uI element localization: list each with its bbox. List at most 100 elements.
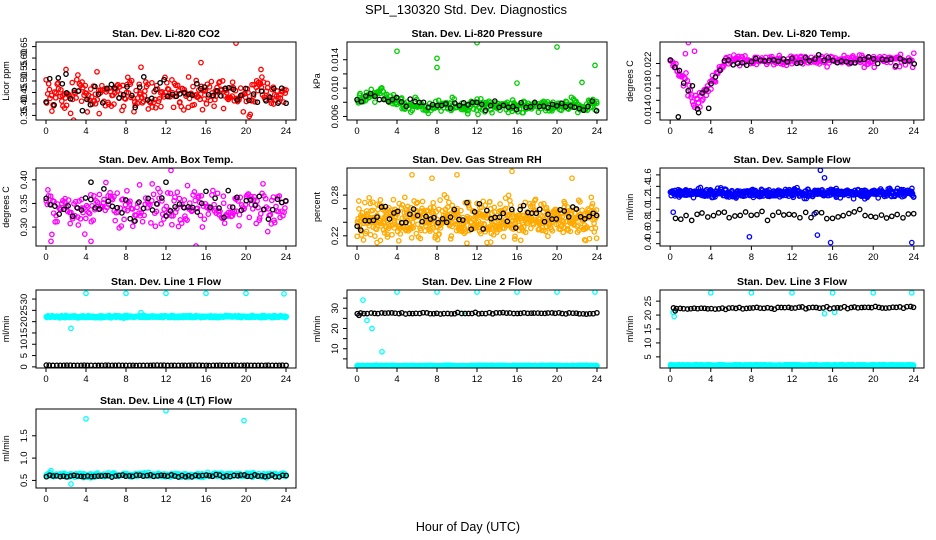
data-point — [211, 103, 217, 110]
data-point — [573, 206, 580, 212]
data-point — [689, 98, 696, 105]
data-point — [475, 310, 482, 317]
data-point — [144, 362, 150, 368]
data-point — [197, 212, 204, 219]
data-point — [890, 304, 896, 311]
data-point — [439, 215, 446, 222]
data-point — [567, 228, 574, 235]
data-point — [514, 310, 521, 317]
data-point — [397, 225, 404, 231]
data-point — [373, 226, 380, 233]
data-point — [496, 214, 503, 221]
data-point — [840, 212, 847, 219]
x-tick-label: 16 — [201, 374, 212, 385]
data-point — [398, 99, 405, 105]
data-point — [536, 206, 543, 213]
outlier-point — [83, 290, 89, 297]
data-point — [67, 220, 74, 227]
data-point — [465, 102, 471, 108]
data-point — [185, 91, 192, 98]
data-point — [894, 211, 901, 218]
outlier-point — [672, 308, 679, 314]
data-point — [687, 305, 694, 312]
data-point — [571, 104, 578, 111]
data-point — [505, 192, 512, 199]
data-point — [118, 223, 125, 229]
data-point — [43, 195, 50, 202]
data-point — [133, 87, 139, 94]
data-point — [128, 92, 135, 99]
data-point — [82, 215, 89, 222]
x-tick-label: 0 — [668, 374, 673, 385]
data-point — [410, 206, 417, 212]
data-point — [269, 206, 276, 213]
outlier-point — [243, 290, 249, 297]
x-tick-label: 8 — [749, 126, 754, 137]
data-point — [390, 196, 397, 203]
data-point — [111, 101, 117, 107]
data-point — [775, 209, 782, 216]
data-point — [234, 194, 240, 201]
data-point — [194, 80, 200, 87]
outlier-point — [434, 290, 440, 295]
x-tick-label: 8 — [749, 374, 754, 385]
data-point — [585, 103, 591, 110]
data-point — [169, 221, 175, 228]
data-point — [141, 212, 147, 219]
data-points — [43, 168, 289, 246]
data-point — [775, 304, 781, 311]
data-point — [282, 90, 289, 96]
outlier-point — [48, 238, 54, 245]
data-point — [721, 209, 728, 216]
y-tick-label: 0.8 — [643, 214, 654, 227]
data-point — [282, 205, 288, 211]
data-point — [140, 74, 147, 80]
data-point — [497, 201, 503, 207]
data-point — [107, 189, 113, 196]
data-point — [374, 201, 381, 208]
data-point — [388, 310, 395, 316]
data-point — [752, 55, 759, 62]
data-point — [480, 226, 487, 232]
data-point — [815, 51, 822, 58]
data-point — [769, 212, 776, 219]
data-point — [427, 228, 433, 234]
data-point — [577, 199, 583, 205]
data-point — [124, 84, 130, 90]
data-point — [476, 200, 483, 207]
data-point — [248, 362, 254, 368]
data-point — [247, 111, 254, 118]
chart-panel-4: Stan. Dev. Amb. Box Temp.degrees C0 4 8 12 1… — [1, 154, 297, 263]
data-point — [673, 60, 679, 67]
data-point — [129, 206, 136, 212]
outlier-point — [670, 209, 677, 216]
data-point — [830, 57, 836, 64]
data-point — [114, 190, 121, 196]
data-point — [84, 96, 90, 103]
y-tick-label: 25 — [19, 305, 30, 316]
data-point — [686, 82, 692, 89]
data-point — [176, 195, 183, 202]
outlier-point — [685, 42, 692, 46]
data-point — [132, 218, 138, 224]
outlier-point — [374, 239, 380, 246]
data-point — [855, 305, 861, 311]
data-point — [470, 106, 477, 112]
data-point — [743, 305, 750, 312]
data-point — [198, 192, 205, 199]
data-point — [175, 223, 182, 230]
outlier-point — [671, 313, 678, 320]
chart-title: Stan. Dev. Line 1 Flow — [111, 276, 222, 288]
data-point — [124, 74, 131, 81]
data-point — [252, 98, 258, 105]
data-point — [535, 310, 541, 316]
data-point — [201, 84, 208, 90]
data-point — [562, 103, 569, 110]
y-tick-label: 10 — [643, 338, 654, 349]
outlier-point — [691, 48, 698, 55]
data-point — [357, 227, 364, 234]
y-tick-label: 0.40 — [19, 95, 30, 114]
data-point — [528, 310, 535, 317]
data-point — [531, 99, 538, 106]
data-point — [680, 82, 687, 89]
